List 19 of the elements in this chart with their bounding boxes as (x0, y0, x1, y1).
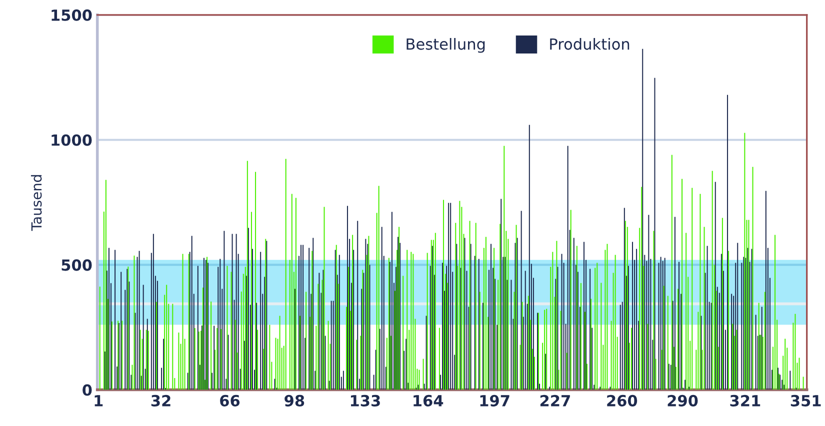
y-tick-label: 500 (62, 259, 92, 271)
x-tick-label: 351 (790, 394, 821, 406)
legend-label: Bestellung (406, 38, 485, 53)
x-tick-label: 321 (730, 394, 760, 406)
y-axis-title: Tausend (30, 175, 42, 231)
y-tick-label: 0 (82, 384, 92, 396)
y-tick-label: 1000 (52, 134, 92, 146)
x-tick-label: 260 (607, 394, 638, 406)
x-tick-label: 133 (350, 394, 380, 406)
y-tick-label: 1500 (52, 9, 92, 21)
x-tick-label: 1 (94, 395, 103, 406)
x-tick-label: 98 (284, 394, 304, 406)
x-tick-label: 290 (668, 394, 698, 406)
x-tick-label: 164 (414, 394, 444, 406)
x-tick-label: 197 (480, 394, 510, 406)
x-tick-label: 66 (220, 394, 240, 406)
legend-label: Produktion (550, 38, 630, 50)
x-tick-label: 32 (151, 394, 170, 406)
x-tick-label: 227 (540, 394, 570, 406)
